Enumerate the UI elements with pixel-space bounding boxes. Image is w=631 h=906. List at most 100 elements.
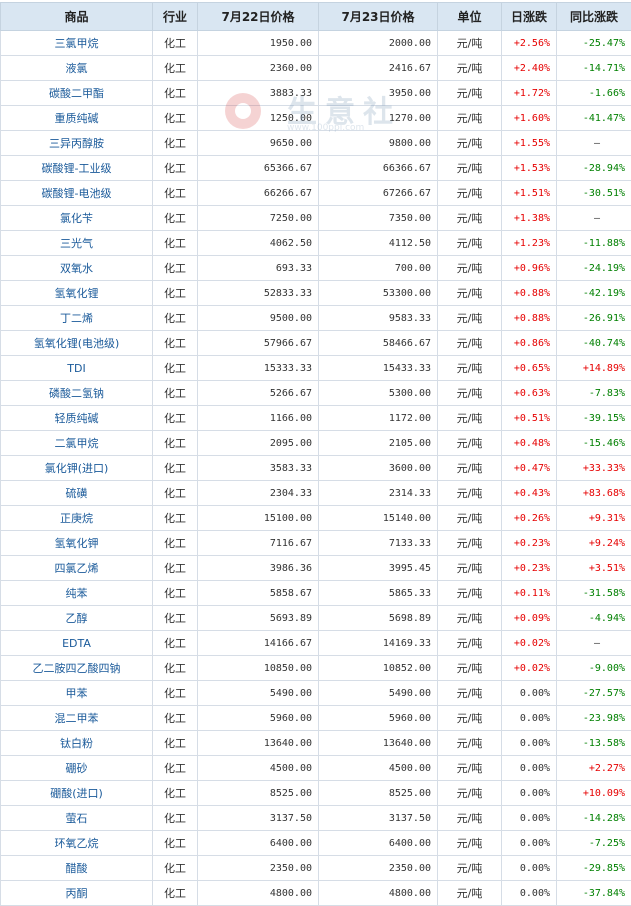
- header-name: 商品: [0, 2, 153, 31]
- cell-price-curr: 8525.00: [318, 780, 438, 806]
- header-daily-change: 日涨跌: [501, 2, 557, 31]
- cell-unit: 元/吨: [437, 530, 502, 556]
- cell-name[interactable]: 丁二烯: [0, 305, 153, 331]
- cell-name[interactable]: 硼砂: [0, 755, 153, 781]
- table-row: 三氯甲烷 化工 1950.00 2000.00 元/吨 +2.56% -25.47%: [0, 30, 631, 56]
- cell-daily-change: 0.00%: [501, 680, 557, 706]
- table-row: 乙二胺四乙酸四钠 化工 10850.00 10852.00 元/吨 +0.02% -9.00…: [0, 655, 631, 681]
- cell-price-prev: 6400.00: [197, 830, 319, 856]
- cell-unit: 元/吨: [437, 105, 502, 131]
- cell-name[interactable]: 碳酸锂-工业级: [0, 155, 153, 181]
- cell-industry: 化工: [152, 805, 198, 831]
- cell-price-curr: 66366.67: [318, 155, 438, 181]
- cell-name[interactable]: 纯苯: [0, 580, 153, 606]
- cell-industry: 化工: [152, 880, 198, 906]
- table-row: 混二甲苯 化工 5960.00 5960.00 元/吨 0.00% -23.98%: [0, 705, 631, 731]
- cell-price-prev: 2095.00: [197, 430, 319, 456]
- cell-price-curr: 3995.45: [318, 555, 438, 581]
- cell-industry: 化工: [152, 355, 198, 381]
- cell-industry: 化工: [152, 530, 198, 556]
- cell-name[interactable]: 三氯甲烷: [0, 30, 153, 56]
- cell-name[interactable]: 硫磺: [0, 480, 153, 506]
- cell-name[interactable]: 正庚烷: [0, 505, 153, 531]
- cell-name[interactable]: EDTA: [0, 630, 153, 656]
- table-row: 氢氧化锂 化工 52833.33 53300.00 元/吨 +0.88% -42.19%: [0, 280, 631, 306]
- cell-unit: 元/吨: [437, 355, 502, 381]
- cell-price-curr: 10852.00: [318, 655, 438, 681]
- cell-price-curr: 67266.67: [318, 180, 438, 206]
- cell-price-prev: 9500.00: [197, 305, 319, 331]
- cell-name[interactable]: 二氯甲烷: [0, 430, 153, 456]
- header-price-prev: 7月22日价格: [197, 2, 319, 31]
- cell-name[interactable]: 丙酮: [0, 880, 153, 906]
- cell-yoy-change: +33.33%: [556, 455, 631, 481]
- cell-daily-change: 0.00%: [501, 830, 557, 856]
- cell-price-curr: 5960.00: [318, 705, 438, 731]
- cell-name[interactable]: 氢氧化锂: [0, 280, 153, 306]
- cell-name[interactable]: 乙二胺四乙酸四钠: [0, 655, 153, 681]
- cell-name[interactable]: 氢氧化钾: [0, 530, 153, 556]
- cell-name[interactable]: 三光气: [0, 230, 153, 256]
- cell-daily-change: +0.23%: [501, 555, 557, 581]
- cell-daily-change: +0.02%: [501, 630, 557, 656]
- cell-name[interactable]: 萤石: [0, 805, 153, 831]
- cell-yoy-change: -23.98%: [556, 705, 631, 731]
- cell-name[interactable]: 碳酸二甲酯: [0, 80, 153, 106]
- cell-daily-change: +0.02%: [501, 655, 557, 681]
- cell-name[interactable]: 混二甲苯: [0, 705, 153, 731]
- cell-name[interactable]: 氯化苄: [0, 205, 153, 231]
- cell-name[interactable]: 轻质纯碱: [0, 405, 153, 431]
- cell-price-prev: 15333.33: [197, 355, 319, 381]
- cell-price-prev: 4062.50: [197, 230, 319, 256]
- cell-price-prev: 13640.00: [197, 730, 319, 756]
- cell-price-prev: 7250.00: [197, 205, 319, 231]
- cell-name[interactable]: 四氯乙烯: [0, 555, 153, 581]
- table-row: 氯化钾(进口) 化工 3583.33 3600.00 元/吨 +0.47% +33.33%: [0, 455, 631, 481]
- cell-unit: 元/吨: [437, 130, 502, 156]
- cell-name[interactable]: 磷酸二氢钠: [0, 380, 153, 406]
- cell-price-curr: 7350.00: [318, 205, 438, 231]
- cell-name[interactable]: 重质纯碱: [0, 105, 153, 131]
- cell-unit: 元/吨: [437, 805, 502, 831]
- cell-price-curr: 7133.33: [318, 530, 438, 556]
- cell-unit: 元/吨: [437, 855, 502, 881]
- cell-name[interactable]: 三异丙醇胺: [0, 130, 153, 156]
- cell-unit: 元/吨: [437, 830, 502, 856]
- cell-industry: 化工: [152, 180, 198, 206]
- cell-price-curr: 9800.00: [318, 130, 438, 156]
- cell-name[interactable]: 甲苯: [0, 680, 153, 706]
- table-row: 三光气 化工 4062.50 4112.50 元/吨 +1.23% -11.88%: [0, 230, 631, 256]
- cell-price-prev: 3583.33: [197, 455, 319, 481]
- cell-industry: 化工: [152, 830, 198, 856]
- cell-unit: 元/吨: [437, 380, 502, 406]
- cell-name[interactable]: 氢氧化锂(电池级): [0, 330, 153, 356]
- cell-daily-change: +0.88%: [501, 305, 557, 331]
- cell-name[interactable]: 氯化钾(进口): [0, 455, 153, 481]
- cell-price-prev: 15100.00: [197, 505, 319, 531]
- cell-unit: 元/吨: [437, 680, 502, 706]
- cell-industry: 化工: [152, 855, 198, 881]
- cell-name[interactable]: 钛白粉: [0, 730, 153, 756]
- table-row: 萤石 化工 3137.50 3137.50 元/吨 0.00% -14.28%: [0, 805, 631, 831]
- cell-industry: 化工: [152, 605, 198, 631]
- cell-name[interactable]: 液氯: [0, 55, 153, 81]
- cell-price-curr: 3600.00: [318, 455, 438, 481]
- cell-name[interactable]: 碳酸锂-电池级: [0, 180, 153, 206]
- cell-name[interactable]: 醋酸: [0, 855, 153, 881]
- cell-price-curr: 2314.33: [318, 480, 438, 506]
- cell-price-prev: 4800.00: [197, 880, 319, 906]
- cell-name[interactable]: 乙醇: [0, 605, 153, 631]
- cell-name[interactable]: 双氧水: [0, 255, 153, 281]
- cell-name[interactable]: 硼酸(进口): [0, 780, 153, 806]
- cell-price-prev: 52833.33: [197, 280, 319, 306]
- cell-daily-change: +0.86%: [501, 330, 557, 356]
- cell-price-curr: 15433.33: [318, 355, 438, 381]
- header-yoy-change: 同比涨跌: [556, 2, 631, 31]
- cell-daily-change: +0.63%: [501, 380, 557, 406]
- cell-price-curr: 4800.00: [318, 880, 438, 906]
- cell-name[interactable]: 环氧乙烷: [0, 830, 153, 856]
- cell-price-curr: 4500.00: [318, 755, 438, 781]
- cell-yoy-change: -1.66%: [556, 80, 631, 106]
- cell-price-prev: 3137.50: [197, 805, 319, 831]
- cell-name[interactable]: TDI: [0, 355, 153, 381]
